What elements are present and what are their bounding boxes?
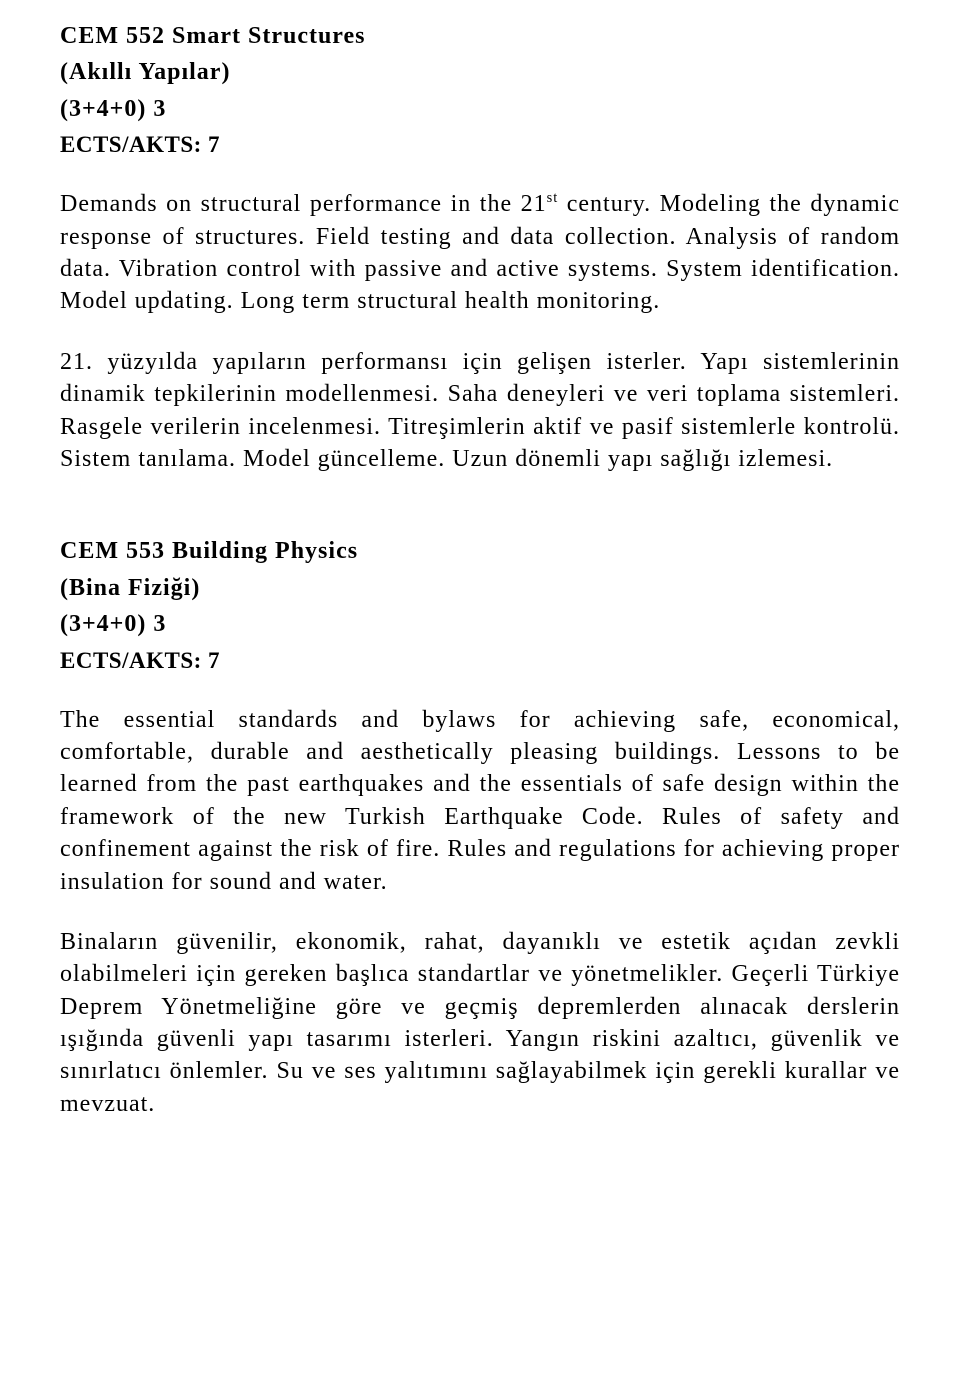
course-title: CEM 553 Building Physics <box>60 535 900 567</box>
course-ects: ECTS/AKTS: 7 <box>60 645 900 676</box>
course-title: CEM 552 Smart Structures <box>60 20 900 52</box>
course-description-en: Demands on structural performance in the… <box>60 188 900 318</box>
course-block-cem553: CEM 553 Building Physics (Bina Fiziği) (… <box>60 535 900 1120</box>
course-description-en: The essential standards and bylaws for a… <box>60 704 900 898</box>
desc-en-pre: Demands on structural performance in the… <box>60 191 547 217</box>
course-subtitle: (Bina Fiziği) <box>60 572 900 604</box>
course-subtitle: (Akıllı Yapılar) <box>60 56 900 88</box>
course-description-tr: Binaların güvenilir, ekonomik, rahat, da… <box>60 926 900 1120</box>
course-description-tr: 21. yüzyılda yapıların performansı için … <box>60 346 900 476</box>
course-credits: (3+4+0) 3 <box>60 608 900 640</box>
course-block-cem552: CEM 552 Smart Structures (Akıllı Yapılar… <box>60 20 900 475</box>
document-page: CEM 552 Smart Structures (Akıllı Yapılar… <box>0 0 960 1160</box>
ordinal-superscript: st <box>547 190 559 206</box>
course-ects: ECTS/AKTS: 7 <box>60 129 900 160</box>
course-credits: (3+4+0) 3 <box>60 93 900 125</box>
